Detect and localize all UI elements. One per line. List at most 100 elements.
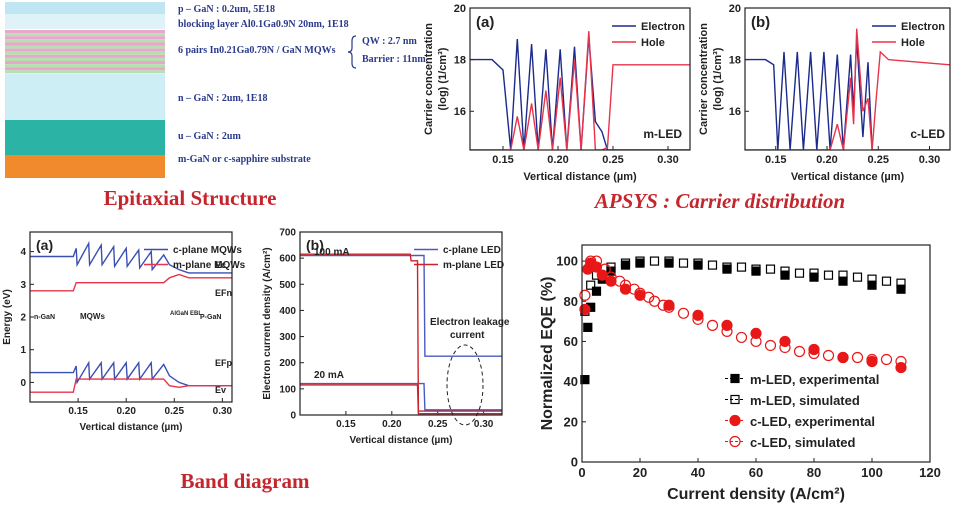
x-tick-label: 0.20 [382,419,402,430]
y-axis-title: Carrier concentration [698,23,710,135]
x-tick-label: 80 [807,465,821,480]
marker [593,287,601,295]
x-tick-label: 0.20 [816,154,837,166]
marker [737,332,747,342]
y-tick-label: 3 [20,280,26,291]
annotation: c-LED [910,127,945,141]
layer [5,39,165,42]
y-tick-label: 16 [454,106,466,118]
marker [854,273,862,281]
legend-label: m-plane MQWs [173,260,246,271]
x-axis-title: Vertical distance (µm) [523,171,637,183]
layer-label: blocking layer Al0.1Ga0.9N 20nm, 1E18 [178,19,349,30]
annotation: n-GaN [34,314,55,321]
x-tick-label: 0.20 [547,154,568,166]
marker [708,320,718,330]
y-tick-label: 400 [279,306,296,317]
x-axis-title: Vertical distance (µm) [79,422,182,433]
y-tick-label: 0 [20,378,26,389]
legend-label: c-LED, simulated [750,435,856,450]
layer-label: p – GaN : 0.2um, 5E18 [178,4,275,15]
legend-marker [730,416,740,426]
x-tick-label: 100 [861,465,883,480]
layer [5,155,165,178]
marker [766,340,776,350]
marker [709,261,717,269]
annotation: Electron leakage [430,317,510,328]
x-tick-label: 0.25 [868,154,889,166]
y-tick-label: 1 [20,345,26,356]
x-tick-label: 0.30 [213,406,233,417]
y-axis-title: (log) (1/cm³) [712,47,724,110]
marker [767,265,775,273]
y-tick-label: 80 [564,294,578,309]
caption: Epitaxial Structure [104,186,277,210]
y-tick-label: 20 [564,414,578,429]
y-tick-label: 0 [290,411,296,422]
x-axis-title: Vertical distance (µm) [349,435,452,446]
layer [5,74,165,120]
layer [5,30,165,33]
y-tick-label: 0 [571,455,578,470]
x-tick-label: 20 [633,465,647,480]
x-tick-label: 0.15 [68,406,88,417]
series-line [30,379,232,392]
x-axis-title: Current density (A/cm²) [667,486,845,503]
layer-label: m-GaN or c-sapphire substrate [178,154,311,165]
layer-label: QW : 2.7 nm [362,36,417,47]
marker [882,355,892,365]
y-axis-title: (log) (1/cm³) [437,47,449,110]
y-tick-label: 300 [279,332,296,343]
layer-label: 6 pairs In0.21Ga0.79N / GaN MQWs [178,45,336,56]
marker [839,277,847,285]
marker [825,271,833,279]
layer-label: n – GaN : 2um, 1E18 [178,93,267,104]
layer [5,70,165,73]
legend-marker [731,375,739,383]
y-tick-label: 200 [279,358,296,369]
marker [694,261,702,269]
layer [5,64,165,67]
legend-label: m-plane LED [443,260,504,271]
marker [752,267,760,275]
y-tick-label: 18 [454,54,466,66]
figure: p – GaN : 0.2um, 5E18 blocking layer Al0… [0,0,955,521]
series-line [30,275,232,291]
marker [651,257,659,265]
x-tick-label: 0.20 [116,406,136,417]
marker [722,320,732,330]
annotation: EFn [215,288,232,298]
legend-label: c-LED, experimental [750,414,875,429]
layer-label: Barrier : 11nm [362,54,426,65]
y-tick-label: 100 [556,254,578,269]
marker [738,263,746,271]
layer [5,33,165,36]
annotation: 100 mA [314,247,350,258]
marker [636,259,644,267]
panel-label: (a) [476,14,494,31]
y-axis-title: Normalized EQE (%) [539,277,556,431]
marker [723,265,731,273]
x-tick-label: 0.25 [428,419,448,430]
y-tick-label: 20 [729,3,741,15]
marker [796,269,804,277]
y-tick-label: 18 [729,54,741,66]
marker [868,281,876,289]
y-tick-label: 100 [279,384,296,395]
layer [5,36,165,39]
annotation: Ev [215,385,226,395]
x-tick-label: 0.15 [492,154,513,166]
epitaxial-structure [5,2,165,178]
layer [5,49,165,52]
chart: 1618200.150.200.250.30Vertical distance … [423,3,690,183]
layer [5,61,165,64]
caption: APSYS : Carrier distribution [593,189,845,213]
x-tick-label: 0.30 [657,154,678,166]
marker [853,353,863,363]
marker [780,336,790,346]
marker [897,285,905,293]
annotation: m-LED [643,127,682,141]
y-tick-label: 60 [564,334,578,349]
